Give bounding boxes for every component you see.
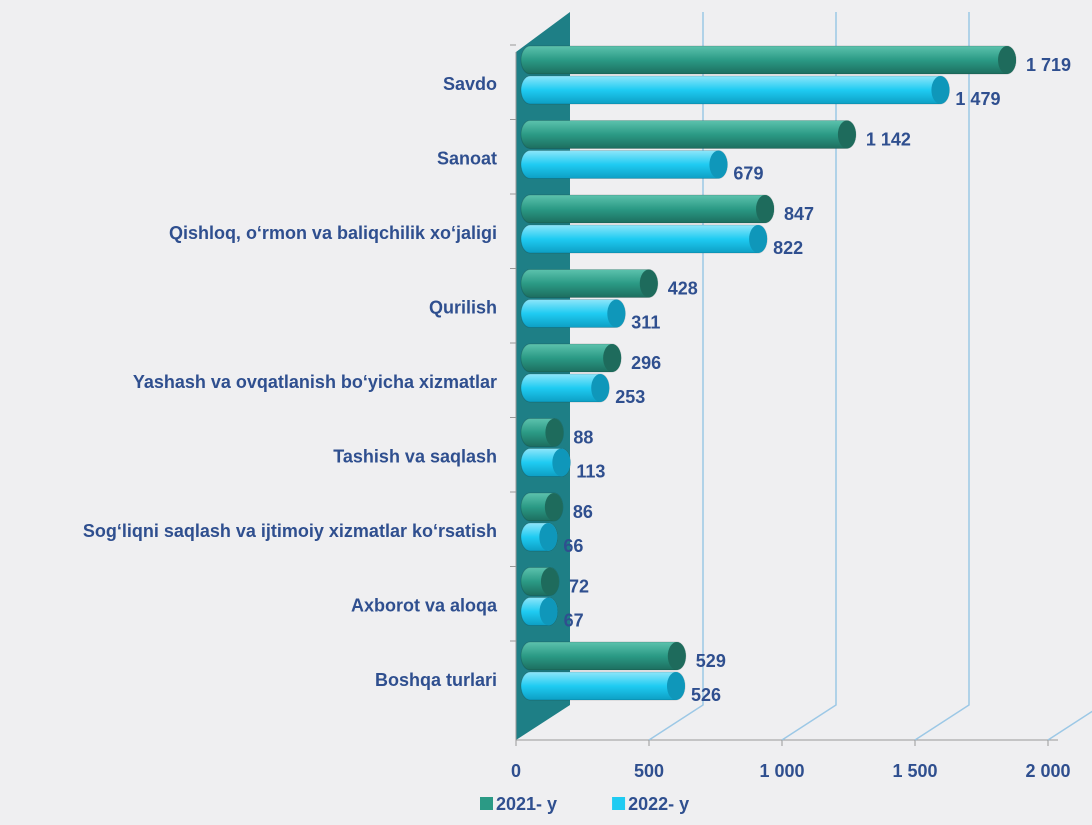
value-label: 66 [563,536,583,556]
bar [520,418,564,447]
category-label: Tashish va saqlash [333,447,497,467]
bar [520,641,687,671]
bar [520,343,622,373]
value-label: 72 [569,576,589,596]
bar-cap [749,225,768,253]
bar-cap [931,76,950,104]
value-label: 1 142 [866,129,911,149]
bar-body [520,194,775,224]
bar-body [520,120,857,149]
legend-label: 2021- y [496,794,557,814]
value-label: 1 479 [955,89,1000,109]
grid-line [914,12,970,741]
bar-cap [666,672,685,700]
bar-body [520,269,659,298]
legend-swatch [612,797,626,810]
bar [520,522,558,552]
value-label: 86 [573,502,593,522]
bar [520,492,564,522]
category-label: Qishloq, o‘rmon va baliqchilik xo‘jaligi [169,223,497,243]
x-tick-label: 2 000 [1025,761,1070,781]
value-label: 822 [773,238,803,258]
value-label: 679 [733,163,763,183]
bar-body [520,75,950,105]
x-tick-label: 1 500 [892,761,937,781]
legend-swatch [480,797,493,810]
bar-cap [607,299,626,328]
bar-body [520,671,686,701]
category-label: Sanoat [437,149,497,169]
bar [520,224,768,254]
category-label: Yashash va ovqatlanish bo‘yicha xizmatla… [133,372,497,392]
bar [520,448,571,477]
bar-cap [539,523,558,551]
bar-cap [998,46,1017,74]
bar-cap [540,567,559,596]
bar-cap [837,120,856,149]
category-label: Sog‘liqni saqlash va ijtimoiy xizmatlar … [83,521,497,541]
bar-cap [552,448,571,477]
bar-cap [709,150,728,179]
grid-line [1047,710,1092,741]
bar [520,567,560,596]
value-label: 296 [631,353,661,373]
value-label: 526 [691,685,721,705]
bar [520,150,728,179]
bar [520,269,659,298]
x-tick-label: 1 000 [759,761,804,781]
bar-body [520,373,610,403]
bar-body [520,150,728,179]
category-label: Boshqa turlari [375,670,497,690]
bar-cap [545,418,564,447]
bar-cap [544,493,563,521]
bar [520,120,857,149]
bar [520,597,559,626]
value-label: 1 719 [1026,55,1071,75]
bar-cap [539,597,558,626]
legend-label: 2022- y [628,794,689,814]
bar [520,373,610,403]
value-label: 88 [573,427,593,447]
x-tick-label: 0 [511,761,521,781]
bar [520,671,686,701]
category-label: Savdo [443,74,497,94]
value-label: 428 [668,278,698,298]
value-label: 847 [784,204,814,224]
bar-body [520,641,687,671]
value-label: 253 [615,387,645,407]
bar-cap [756,195,775,223]
grid-line [781,12,837,741]
value-label: 67 [564,610,584,630]
bar-cap [639,269,658,298]
bar-cap [603,344,622,372]
category-label: Qurilish [429,298,497,318]
bar [520,194,775,224]
x-tick-label: 500 [634,761,664,781]
value-label: 113 [576,461,605,481]
bar [520,75,950,105]
bar [520,299,626,328]
value-label: 311 [631,312,660,332]
bar-body [520,45,1017,75]
category-label: Axborot va aloqa [351,596,498,616]
value-label: 529 [696,651,726,671]
bar [520,45,1017,75]
bar-cap [591,374,610,402]
bar-body [520,224,768,254]
bar-cap [667,642,686,670]
